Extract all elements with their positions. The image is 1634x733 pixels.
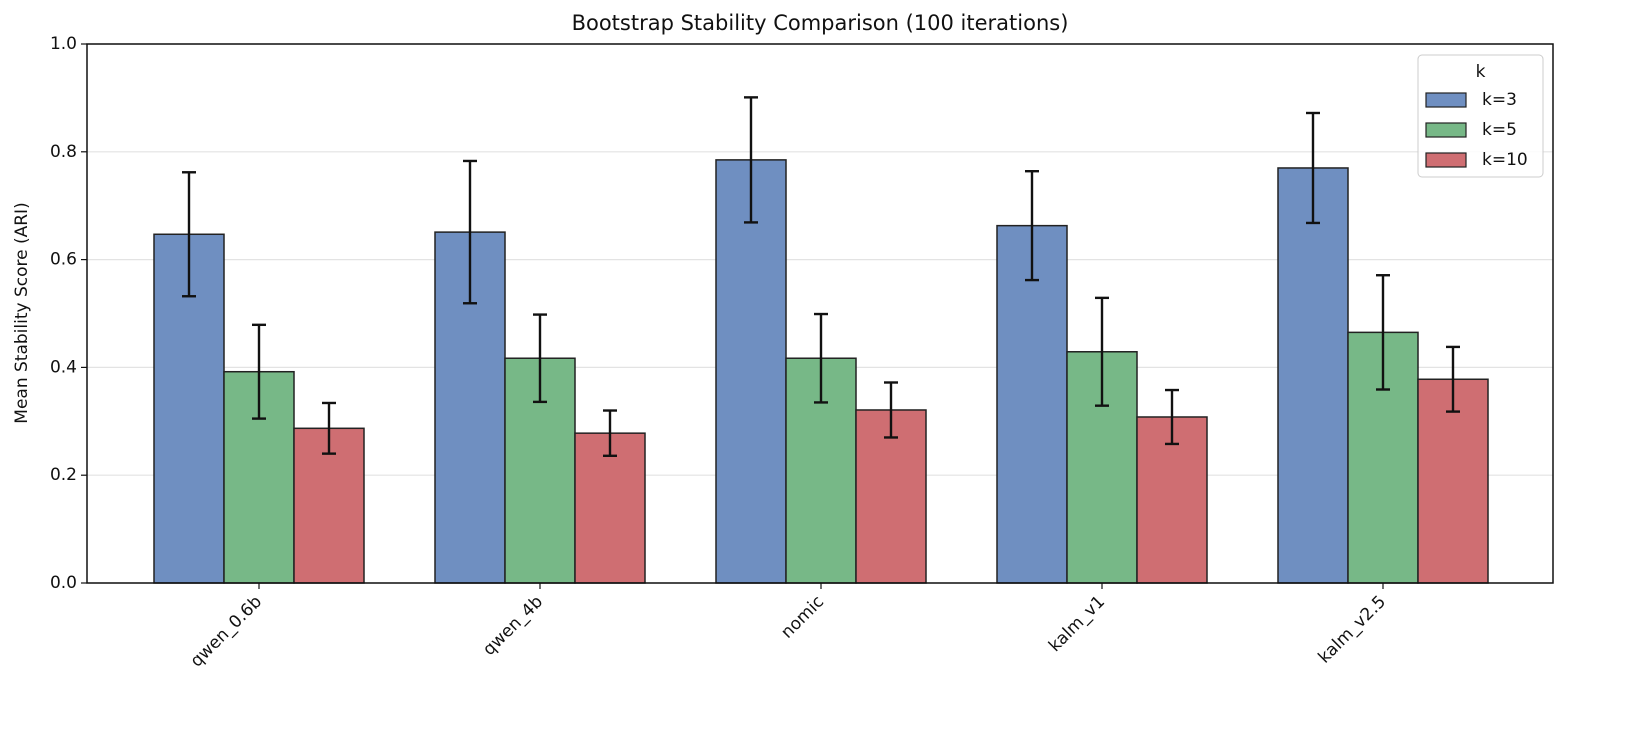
error-bar [1165,388,1179,446]
legend-swatch [1425,122,1467,138]
y-tick-label: 1.0 [50,34,77,54]
error-bar [1025,170,1039,282]
error-bar [744,96,758,224]
error-bar [1376,274,1390,391]
error-bar [603,409,617,457]
x-tick-label: kalm_v2.5 [1315,592,1391,668]
error-bar [1095,296,1109,407]
bar [1277,167,1349,584]
error-bar [463,159,477,305]
y-tick-label: 0.8 [50,142,77,162]
bar [1417,378,1489,584]
bar [574,432,646,584]
error-bar [884,381,898,439]
x-tick-label: kalm_v1 [1045,592,1109,656]
chart-title: Bootstrap Stability Comparison (100 iter… [572,11,1069,35]
error-bar [182,171,196,298]
bar [996,224,1068,584]
error-bar [533,313,547,404]
error-bar [1446,345,1460,413]
legend-label: k=3 [1482,90,1517,110]
legend-swatch [1425,152,1467,168]
x-tick-label: nomic [777,592,828,643]
legend-swatch [1425,92,1467,108]
legend-label: k=5 [1482,120,1517,140]
error-bar [252,323,266,420]
x-tick-label: qwen_4b [479,592,547,660]
legend-box [1417,54,1544,178]
y-tick-label: 0.6 [50,250,77,270]
y-tick-label: 0.2 [50,465,77,485]
bar [715,159,787,584]
legend-label: k=10 [1482,150,1528,170]
error-bar [814,312,828,404]
x-tick-label: qwen_0.6b [187,592,266,671]
legend-title: k [1476,62,1486,82]
y-tick-label: 0.4 [50,357,77,377]
y-tick-label: 0.0 [50,573,77,593]
error-bar [322,401,336,455]
error-bar [1306,111,1320,225]
plot-frame [86,43,1554,584]
y-axis-label: Mean Stability Score (ARI) [12,202,32,423]
